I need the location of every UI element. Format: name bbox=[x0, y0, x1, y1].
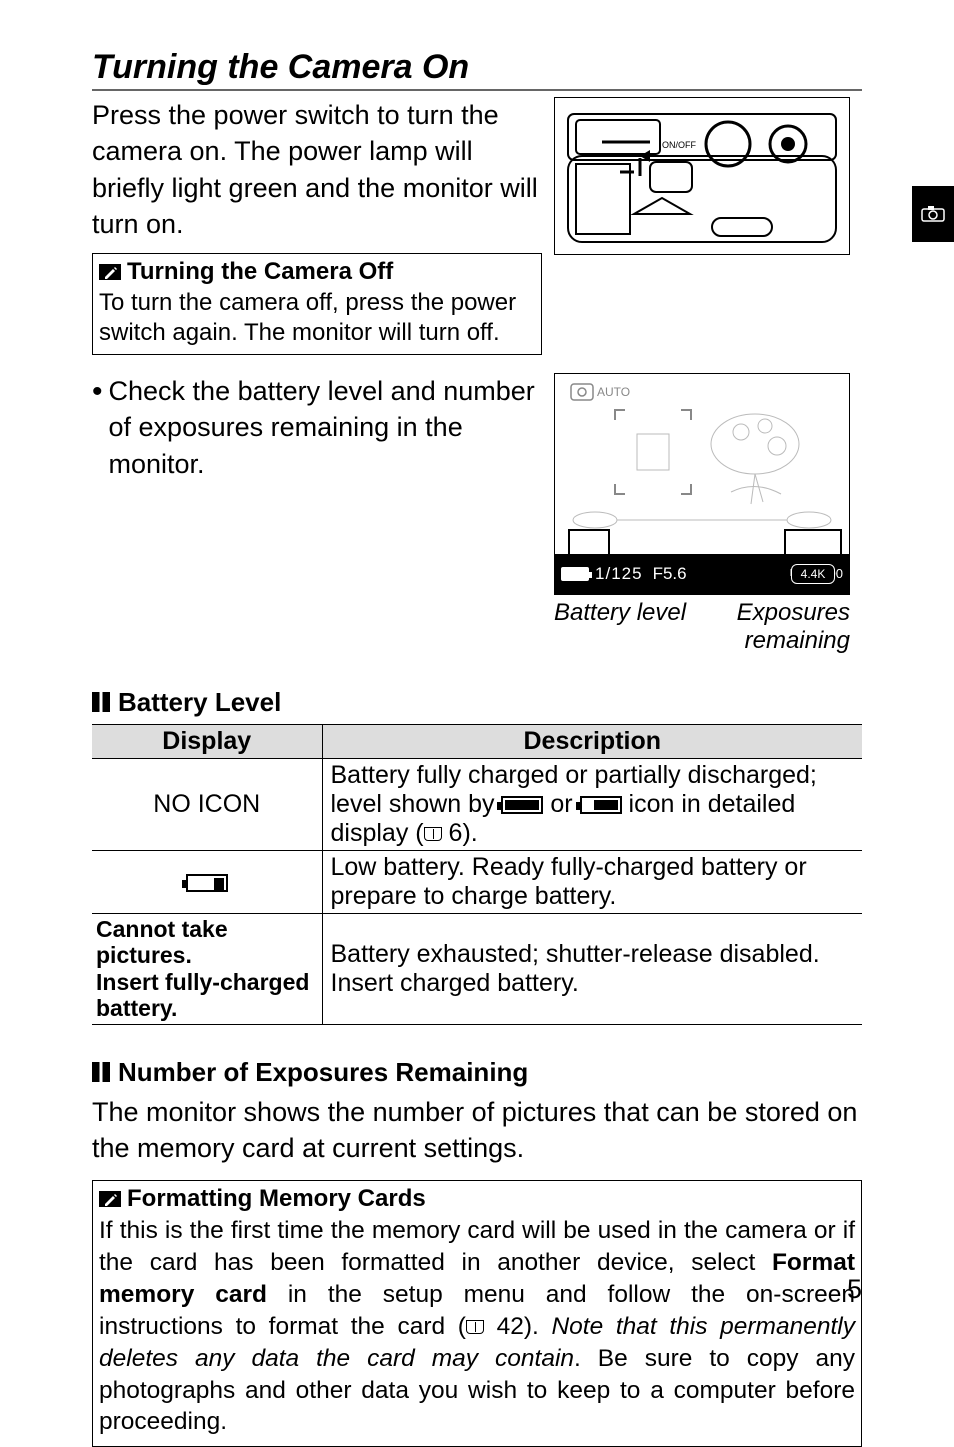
cell-desc-3: Battery exhausted; shutter-release disab… bbox=[322, 913, 862, 1024]
battery-low-icon bbox=[186, 874, 228, 892]
battery-icon bbox=[561, 567, 589, 581]
cell-desc-1: Battery fully charged or partially disch… bbox=[322, 758, 862, 850]
table-row: Low battery. Ready fully-charged battery… bbox=[92, 850, 862, 913]
note-off-body: To turn the camera off, press the power … bbox=[99, 288, 535, 348]
th-description: Description bbox=[322, 724, 862, 758]
pencil-icon bbox=[99, 264, 121, 280]
table-row: Cannot take pictures. Insert fully-charg… bbox=[92, 913, 862, 1024]
section-exposures-remaining: Number of Exposures Remaining bbox=[92, 1057, 862, 1088]
cell-desc-2: Low battery. Ready fully-charged battery… bbox=[322, 850, 862, 913]
caption-battery-level: Battery level bbox=[554, 599, 686, 655]
camera-illustration: ON/OFF bbox=[554, 97, 850, 255]
note-formatting: Formatting Memory Cards If this is the f… bbox=[92, 1180, 862, 1447]
battery-mid-icon bbox=[580, 796, 622, 814]
bullet-check-battery: Check the battery level and number of ex… bbox=[109, 373, 542, 655]
note-turning-off: Turning the Camera Off To turn the camer… bbox=[92, 253, 542, 355]
note-off-title: Turning the Camera Off bbox=[127, 258, 393, 286]
status-shutter: 1/125 bbox=[595, 564, 643, 584]
side-tab bbox=[912, 186, 954, 242]
status-fstop: F5.6 bbox=[653, 564, 687, 584]
caption-exposures: Exposures remaining bbox=[737, 599, 850, 655]
section-battery-level: Battery Level bbox=[92, 687, 862, 718]
page-number: 5 bbox=[847, 1274, 862, 1305]
status-bar: 1/125 F5.6 ISO 29n00 4.4K bbox=[555, 554, 849, 594]
svg-text:ON/OFF: ON/OFF bbox=[662, 140, 696, 150]
status-exposures: 4.4K bbox=[791, 564, 835, 584]
th-display: Display bbox=[92, 724, 322, 758]
cell-low-icon bbox=[92, 850, 322, 913]
page-ref-icon bbox=[424, 827, 442, 841]
monitor-illustration: AUTO bbox=[554, 373, 850, 595]
page-ref-icon bbox=[466, 1320, 484, 1334]
note-fmt-title: Formatting Memory Cards bbox=[127, 1185, 426, 1213]
table-row: NO ICON Battery fully charged or partial… bbox=[92, 758, 862, 850]
bullet-dot: • bbox=[92, 377, 103, 655]
cell-no-icon: NO ICON bbox=[92, 758, 322, 850]
double-bar-icon bbox=[92, 1062, 110, 1082]
pencil-icon bbox=[99, 1191, 121, 1207]
heading-turning-on: Turning the Camera On bbox=[92, 48, 862, 91]
battery-level-table: Display Description NO ICON Battery full… bbox=[92, 724, 862, 1025]
note-fmt-body: If this is the first time the memory car… bbox=[99, 1215, 855, 1438]
battery-full-icon bbox=[501, 796, 543, 814]
exposures-paragraph: The monitor shows the number of pictures… bbox=[92, 1094, 862, 1167]
intro-paragraph: Press the power switch to turn the camer… bbox=[92, 97, 542, 243]
svg-text:AUTO: AUTO bbox=[597, 385, 630, 399]
camera-tab-icon bbox=[920, 205, 946, 223]
cell-cannot-take: Cannot take pictures. Insert fully-charg… bbox=[92, 913, 322, 1024]
double-bar-icon bbox=[92, 692, 110, 712]
